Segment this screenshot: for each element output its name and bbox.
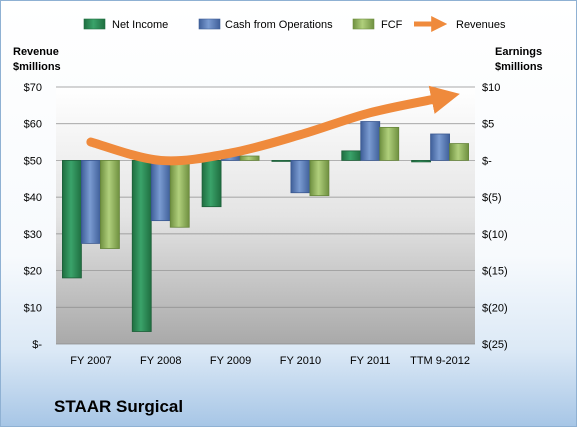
cash-from-operations-bar bbox=[150, 160, 171, 222]
cash-from-operations-bar bbox=[360, 121, 381, 161]
revenues-line bbox=[86, 85, 460, 166]
net-income-bar bbox=[201, 160, 222, 208]
right-tick-label: $10 bbox=[482, 82, 500, 94]
net-income-bar bbox=[62, 160, 82, 279]
right-tick-label: $(15) bbox=[482, 266, 508, 278]
category-label: FY 2008 bbox=[140, 355, 181, 367]
right-tick-label: $(5) bbox=[482, 192, 502, 204]
legend-label-revenues: Revenues bbox=[456, 19, 506, 31]
left-axis-ticks: $- $10 $20 $30 $40 $50 $60 $70 bbox=[24, 82, 43, 351]
company-name: STAAR Surgical bbox=[54, 397, 184, 416]
left-tick-label: $50 bbox=[24, 155, 42, 167]
category-label: FY 2011 bbox=[350, 355, 391, 367]
legend-label-net-income: Net Income bbox=[112, 19, 168, 31]
category-labels: FY 2007 FY 2008 FY 2009 FY 2010 FY 2011 TTM 9… bbox=[70, 355, 470, 367]
net-income-bar bbox=[271, 160, 292, 162]
bars-group bbox=[62, 121, 469, 332]
legend-label-fcf: FCF bbox=[381, 19, 403, 31]
legend-swatch-net-income bbox=[83, 18, 106, 30]
right-tick-label: $5 bbox=[482, 119, 494, 131]
right-tick-label: $- bbox=[482, 155, 492, 167]
category-label: FY 2007 bbox=[70, 355, 111, 367]
legend-swatch-fcf bbox=[352, 18, 375, 30]
right-tick-label: $(20) bbox=[482, 302, 508, 314]
right-axis-title-line1: Earnings bbox=[495, 46, 542, 58]
fcf-bar bbox=[379, 126, 400, 161]
legend-label-cash-from-operations: Cash from Operations bbox=[225, 19, 333, 31]
left-tick-label: $30 bbox=[24, 229, 42, 241]
plot-area bbox=[56, 87, 475, 344]
gridlines bbox=[56, 86, 475, 345]
left-tick-label: $- bbox=[32, 339, 42, 351]
right-tick-label: $(25) bbox=[482, 339, 508, 351]
left-tick-label: $60 bbox=[24, 119, 42, 131]
cash-from-operations-bar bbox=[81, 160, 101, 244]
left-tick-label: $70 bbox=[24, 82, 42, 94]
fcf-bar bbox=[309, 160, 330, 197]
net-income-bar bbox=[341, 150, 362, 161]
net-income-bar bbox=[131, 160, 152, 332]
revenue-line-group bbox=[86, 85, 460, 166]
left-axis-title-line1: Revenue bbox=[13, 46, 59, 58]
category-label: FY 2009 bbox=[210, 355, 251, 367]
fcf-bar bbox=[449, 143, 469, 161]
fcf-bar bbox=[100, 160, 120, 249]
left-tick-label: $10 bbox=[24, 302, 42, 314]
right-axis-ticks: $(25) $(20) $(15) $(10) $(5) $- $5 $10 bbox=[482, 82, 508, 351]
right-axis-title-line2: $millions bbox=[495, 61, 543, 73]
fcf-bar bbox=[169, 160, 190, 228]
cash-from-operations-bar bbox=[290, 160, 311, 194]
cash-from-operations-bar bbox=[430, 133, 450, 161]
left-tick-label: $20 bbox=[24, 266, 42, 278]
fcf-bar bbox=[239, 155, 260, 161]
category-label: FY 2010 bbox=[280, 355, 321, 367]
category-label: TTM 9-2012 bbox=[410, 355, 470, 367]
net-income-bar bbox=[411, 160, 431, 163]
left-axis-title-line2: $millions bbox=[13, 61, 61, 73]
left-tick-label: $40 bbox=[24, 192, 42, 204]
legend-swatch-cash-from-operations bbox=[198, 18, 221, 30]
legend: Net Income Cash from Operations FCF Reve… bbox=[83, 15, 506, 33]
right-tick-label: $(10) bbox=[482, 229, 508, 241]
